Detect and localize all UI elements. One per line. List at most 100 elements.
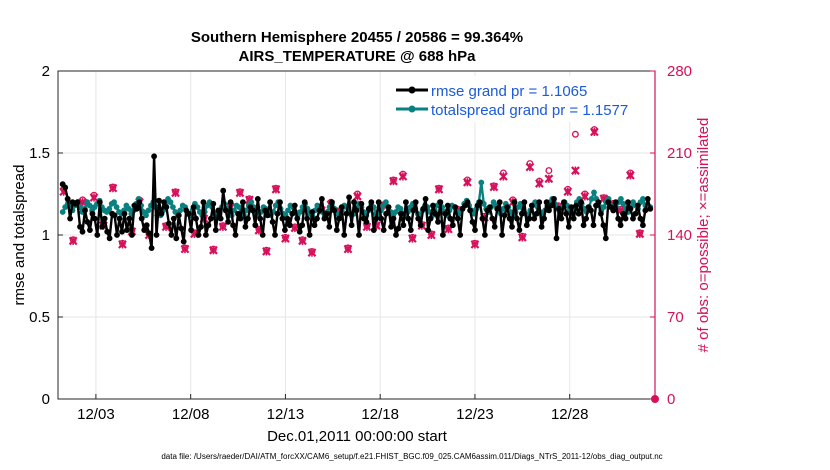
rmse-point xyxy=(264,212,271,219)
obs-assimilated-point xyxy=(580,191,590,201)
rmse-point xyxy=(561,199,567,206)
chart-title-line2: AIRS_TEMPERATURE @ 688 hPa xyxy=(239,48,477,65)
rmse-point xyxy=(612,199,619,206)
rmse-point xyxy=(575,210,582,217)
totalspread-point xyxy=(600,204,607,211)
rmse-point xyxy=(504,204,510,211)
rmse-point xyxy=(208,215,214,222)
rmse-point xyxy=(380,227,387,234)
totalspread-point xyxy=(285,207,291,214)
rmse-point xyxy=(509,223,515,230)
rmse-point xyxy=(212,227,219,234)
rmse-point xyxy=(375,199,382,206)
right-tick-label: 70 xyxy=(667,309,684,326)
rmse-point xyxy=(467,207,473,214)
rmse-point xyxy=(558,215,565,222)
rmse-point xyxy=(346,194,352,201)
legend: rmse grand pr = 1.1065 totalspread grand… xyxy=(392,76,650,122)
left-tick-label: 0 xyxy=(42,391,50,408)
obs-assimilated-point xyxy=(353,191,362,201)
obs-assimilated-point xyxy=(535,179,544,188)
totalspread-point xyxy=(59,209,66,215)
rmse-point xyxy=(393,232,399,238)
totalspread-point xyxy=(397,205,404,212)
totalspread-point xyxy=(383,199,389,206)
rmse-point xyxy=(546,207,552,214)
totalspread-point xyxy=(248,199,255,206)
x-tick-label: 12/03 xyxy=(77,406,115,423)
rmse-point xyxy=(316,207,323,214)
rmse-point xyxy=(548,202,555,209)
rmse-point xyxy=(289,210,296,217)
rmse-point xyxy=(156,197,162,204)
rmse-point xyxy=(309,209,315,215)
obs-assimilated-point xyxy=(408,234,417,243)
rmse-point xyxy=(491,223,498,230)
rmse-point xyxy=(620,210,626,217)
obs-assimilated-point xyxy=(589,127,599,137)
rmse-point xyxy=(133,205,140,212)
rmse-point xyxy=(447,215,454,222)
rmse-point xyxy=(274,210,281,217)
rmse-point xyxy=(383,210,389,217)
rmse-point xyxy=(91,215,98,222)
rmse-series xyxy=(59,153,654,252)
rmse-point xyxy=(168,232,175,238)
rmse-point xyxy=(178,225,185,232)
rmse-point xyxy=(338,204,345,211)
totalspread-point xyxy=(143,212,149,219)
totalspread-point xyxy=(111,199,117,206)
rmse-point xyxy=(417,222,424,229)
rmse-point xyxy=(74,199,81,206)
rmse-point xyxy=(415,215,422,222)
rmse-point xyxy=(341,232,348,238)
rmse-point xyxy=(430,202,436,209)
obs-assimilated-point xyxy=(563,187,573,197)
rmse-point xyxy=(314,215,320,222)
rmse-point xyxy=(563,210,570,217)
totalspread-point xyxy=(620,200,627,207)
rmse-point xyxy=(531,215,538,222)
rmse-point xyxy=(420,205,427,212)
rmse-point xyxy=(570,215,577,222)
rmse-point xyxy=(469,219,476,225)
rmse-point xyxy=(642,207,649,214)
rmse-point xyxy=(170,215,177,222)
rmse-point xyxy=(328,199,335,206)
rmse-point xyxy=(385,204,392,211)
rmse-point xyxy=(166,220,172,227)
rmse-point xyxy=(262,207,269,214)
rmse-point xyxy=(138,215,145,222)
obs-assimilated-point xyxy=(298,236,307,246)
y-axis-label-right: # of obs: o=possible; ×=assimilated xyxy=(695,118,712,353)
rmse-point xyxy=(101,215,108,222)
totalspread-point xyxy=(177,207,184,214)
totalspread-point xyxy=(86,202,93,209)
rmse-point xyxy=(94,232,101,238)
rmse-point xyxy=(294,215,301,222)
rmse-point xyxy=(568,204,575,211)
legend-rmse-marker xyxy=(408,86,416,94)
rmse-point xyxy=(644,196,651,202)
obs-assimilated-point xyxy=(235,188,245,198)
totalspread-point xyxy=(591,189,597,196)
rmse-point xyxy=(277,199,283,206)
x-tick-label: 12/08 xyxy=(172,406,210,423)
legend-spread-label: totalspread grand pr = 1.1577 xyxy=(431,102,628,119)
obs-possible-point xyxy=(545,167,553,175)
rmse-point xyxy=(252,222,259,229)
rmse-point xyxy=(143,222,150,229)
rmse-point xyxy=(365,205,372,212)
obs-assimilated-point xyxy=(489,182,499,192)
obs-assimilated-point xyxy=(262,247,271,256)
rmse-point xyxy=(257,215,264,222)
rmse-point xyxy=(190,204,197,211)
rmse-point xyxy=(610,207,617,214)
obs-assimilated-point xyxy=(389,176,398,186)
rmse-point xyxy=(363,219,370,225)
rmse-point xyxy=(477,199,483,206)
rmse-point xyxy=(556,205,562,212)
rmse-point xyxy=(403,199,409,206)
right-tick-label: 0 xyxy=(667,391,675,408)
obs-assimilated-point xyxy=(281,234,290,243)
